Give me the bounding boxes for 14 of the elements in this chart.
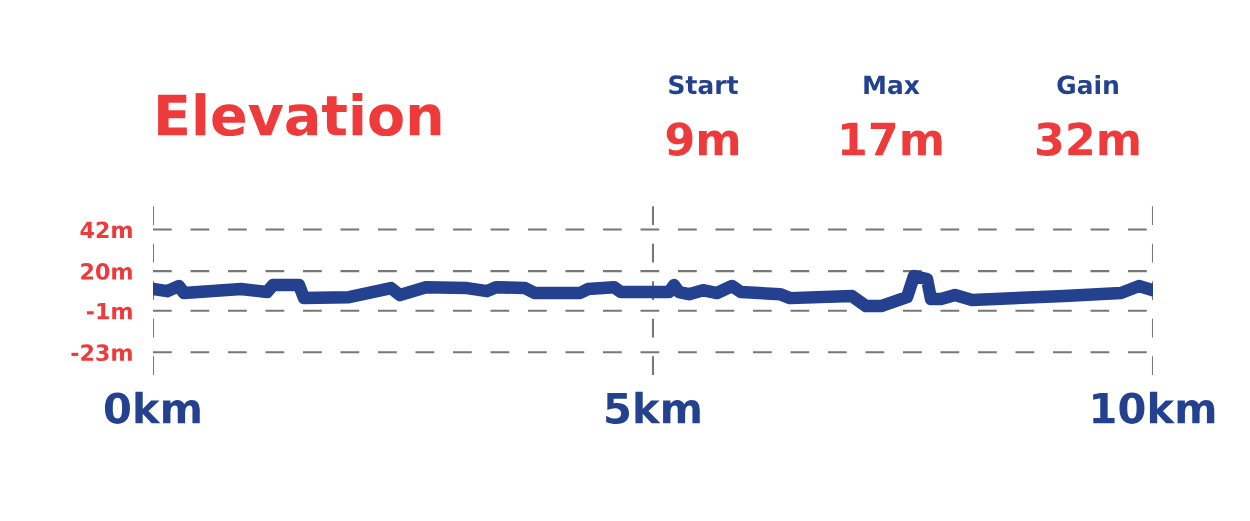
- y-tick-label: -1m: [86, 303, 132, 320]
- y-tick-label: 20m: [81, 263, 132, 280]
- text: Max: [864, 75, 920, 95]
- chart-title: Elevation: [158, 93, 441, 137]
- text: 17m: [841, 122, 942, 156]
- y-tick-label: 42m: [80, 221, 132, 238]
- y-tick-label: -23m: [71, 344, 132, 362]
- text: Gain: [1057, 74, 1118, 95]
- text: Start: [669, 75, 738, 95]
- x-tick-label: 0km: [104, 391, 200, 424]
- x-tick-label: 5km: [606, 391, 700, 424]
- text: 9m: [666, 122, 739, 156]
- text: 32m: [1036, 122, 1139, 156]
- x-tick-label: 10km: [1093, 391, 1215, 424]
